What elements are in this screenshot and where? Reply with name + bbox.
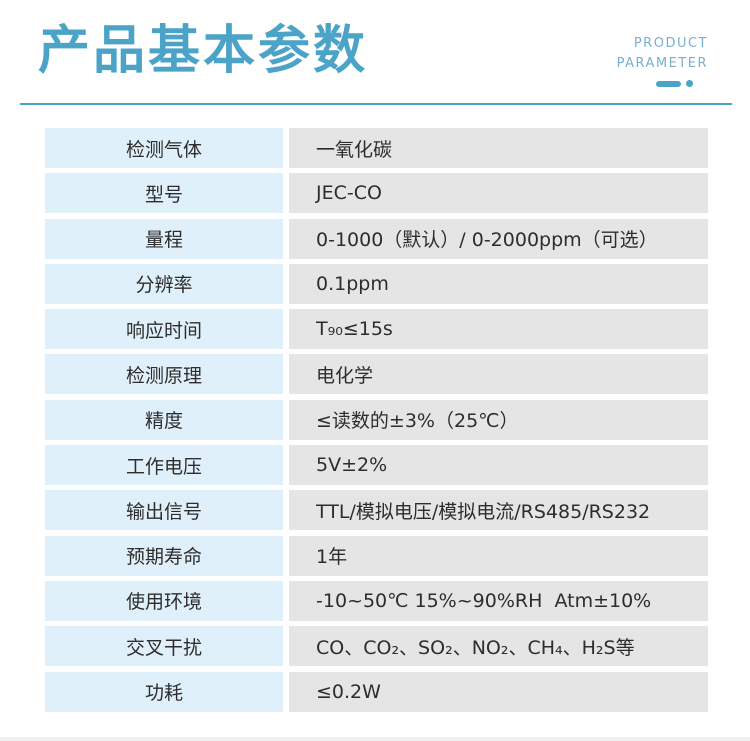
dot-shape <box>686 80 693 87</box>
spec-value: -10~50℃ 15%~90%RH Atm±10% <box>289 580 708 621</box>
spec-value: ≤0.2W <box>289 671 708 712</box>
spec-label: 使用环境 <box>45 580 283 621</box>
spec-label: 分辨率 <box>45 263 283 304</box>
table-row: 检测原理 电化学 <box>45 354 708 395</box>
subtitle-line-2: PARAMETER <box>616 56 708 71</box>
spec-value: 5V±2% <box>289 445 708 486</box>
spec-label: 功耗 <box>45 671 283 712</box>
spec-label: 精度 <box>45 399 283 440</box>
spec-label: 工作电压 <box>45 445 283 486</box>
table-row: 分辨率 0.1ppm <box>45 263 708 304</box>
table-row: 使用环境 -10~50℃ 15%~90%RH Atm±10% <box>45 580 708 621</box>
spec-value: 一氧化碳 <box>289 128 708 168</box>
table-row: 功耗 ≤0.2W <box>45 671 708 712</box>
spec-value: ≤读数的±3%（25℃） <box>289 399 708 440</box>
table-row: 交叉干扰 CO、CO₂、SO₂、NO₂、CH₄、H₂S等 <box>45 626 708 667</box>
table-row: 量程 0-1000（默认）/ 0-2000ppm（可选） <box>45 218 708 259</box>
spec-value: 0.1ppm <box>289 263 708 304</box>
spec-value: CO、CO₂、SO₂、NO₂、CH₄、H₂S等 <box>289 626 708 667</box>
spec-label: 检测气体 <box>45 128 283 168</box>
header-divider <box>20 103 732 105</box>
bottom-strip <box>0 737 750 741</box>
table-row: 型号 JEC-CO <box>45 173 708 214</box>
spec-label: 输出信号 <box>45 490 283 531</box>
spec-label: 检测原理 <box>45 354 283 395</box>
spec-label: 响应时间 <box>45 309 283 350</box>
spec-value: JEC-CO <box>289 173 708 214</box>
spec-value: T₉₀≤15s <box>289 309 708 350</box>
spec-table: 检测气体 一氧化碳 型号 JEC-CO 量程 0-1000（默认）/ 0-2000ppm（… <box>45 128 708 712</box>
subtitle-en: PRODUCT PARAMETER <box>617 34 708 74</box>
spec-value: 1年 <box>289 535 708 576</box>
spec-value: 电化学 <box>289 354 708 395</box>
table-row: 检测气体 一氧化碳 <box>45 128 708 168</box>
table-row: 输出信号 TTL/模拟电压/模拟电流/RS485/RS232 <box>45 490 708 531</box>
subtitle-line-1: PRODUCT <box>633 36 708 51</box>
spec-label: 量程 <box>45 218 283 259</box>
table-row: 预期寿命 1年 <box>45 535 708 576</box>
spec-label: 交叉干扰 <box>45 626 283 667</box>
page-title: 产品基本参数 <box>38 21 369 81</box>
table-row: 精度 ≤读数的±3%（25℃） <box>45 399 708 440</box>
spec-label: 预期寿命 <box>45 535 283 576</box>
spec-label: 型号 <box>45 173 283 214</box>
table-row: 工作电压 5V±2% <box>45 445 708 486</box>
spec-value: 0-1000（默认）/ 0-2000ppm（可选） <box>289 218 708 259</box>
spec-value: TTL/模拟电压/模拟电流/RS485/RS232 <box>289 490 708 531</box>
table-row: 响应时间 T₉₀≤15s <box>45 309 708 350</box>
dash-shape <box>656 80 681 87</box>
dash-dot-icon <box>656 80 693 87</box>
